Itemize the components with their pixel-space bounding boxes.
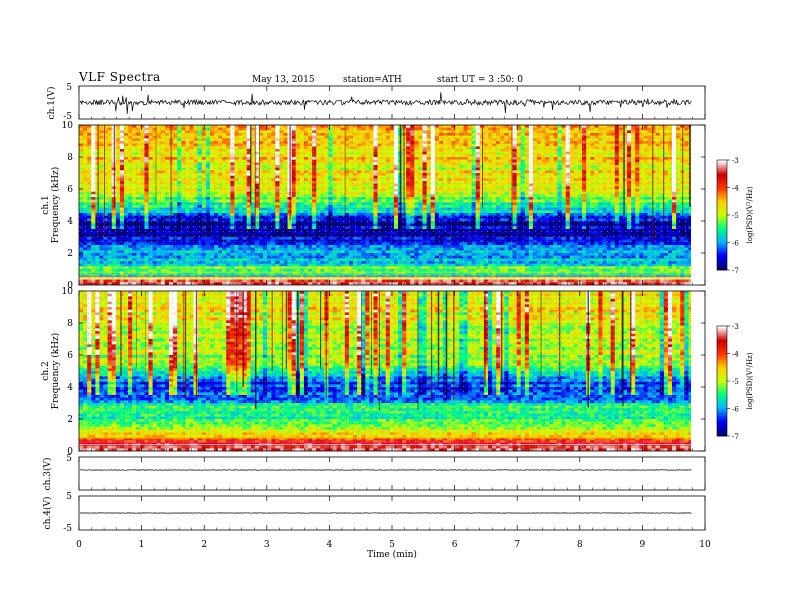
ch1-tick-5: 5 (66, 83, 72, 93)
chart-title: VLF Spectra (79, 70, 161, 84)
ch1-tick-neg5: -5 (63, 112, 72, 122)
ch1-ylabel: ch.1(V) (46, 87, 57, 120)
start-time-label: start UT = 3 :50: 0 (437, 75, 523, 85)
station-label: station=ATH (343, 75, 402, 85)
date-label: May 13, 2015 (252, 75, 315, 85)
ch1-waveform-panel: 5 -5 ch.1(V) (46, 83, 706, 122)
ch1-waveform-trace (79, 92, 692, 115)
